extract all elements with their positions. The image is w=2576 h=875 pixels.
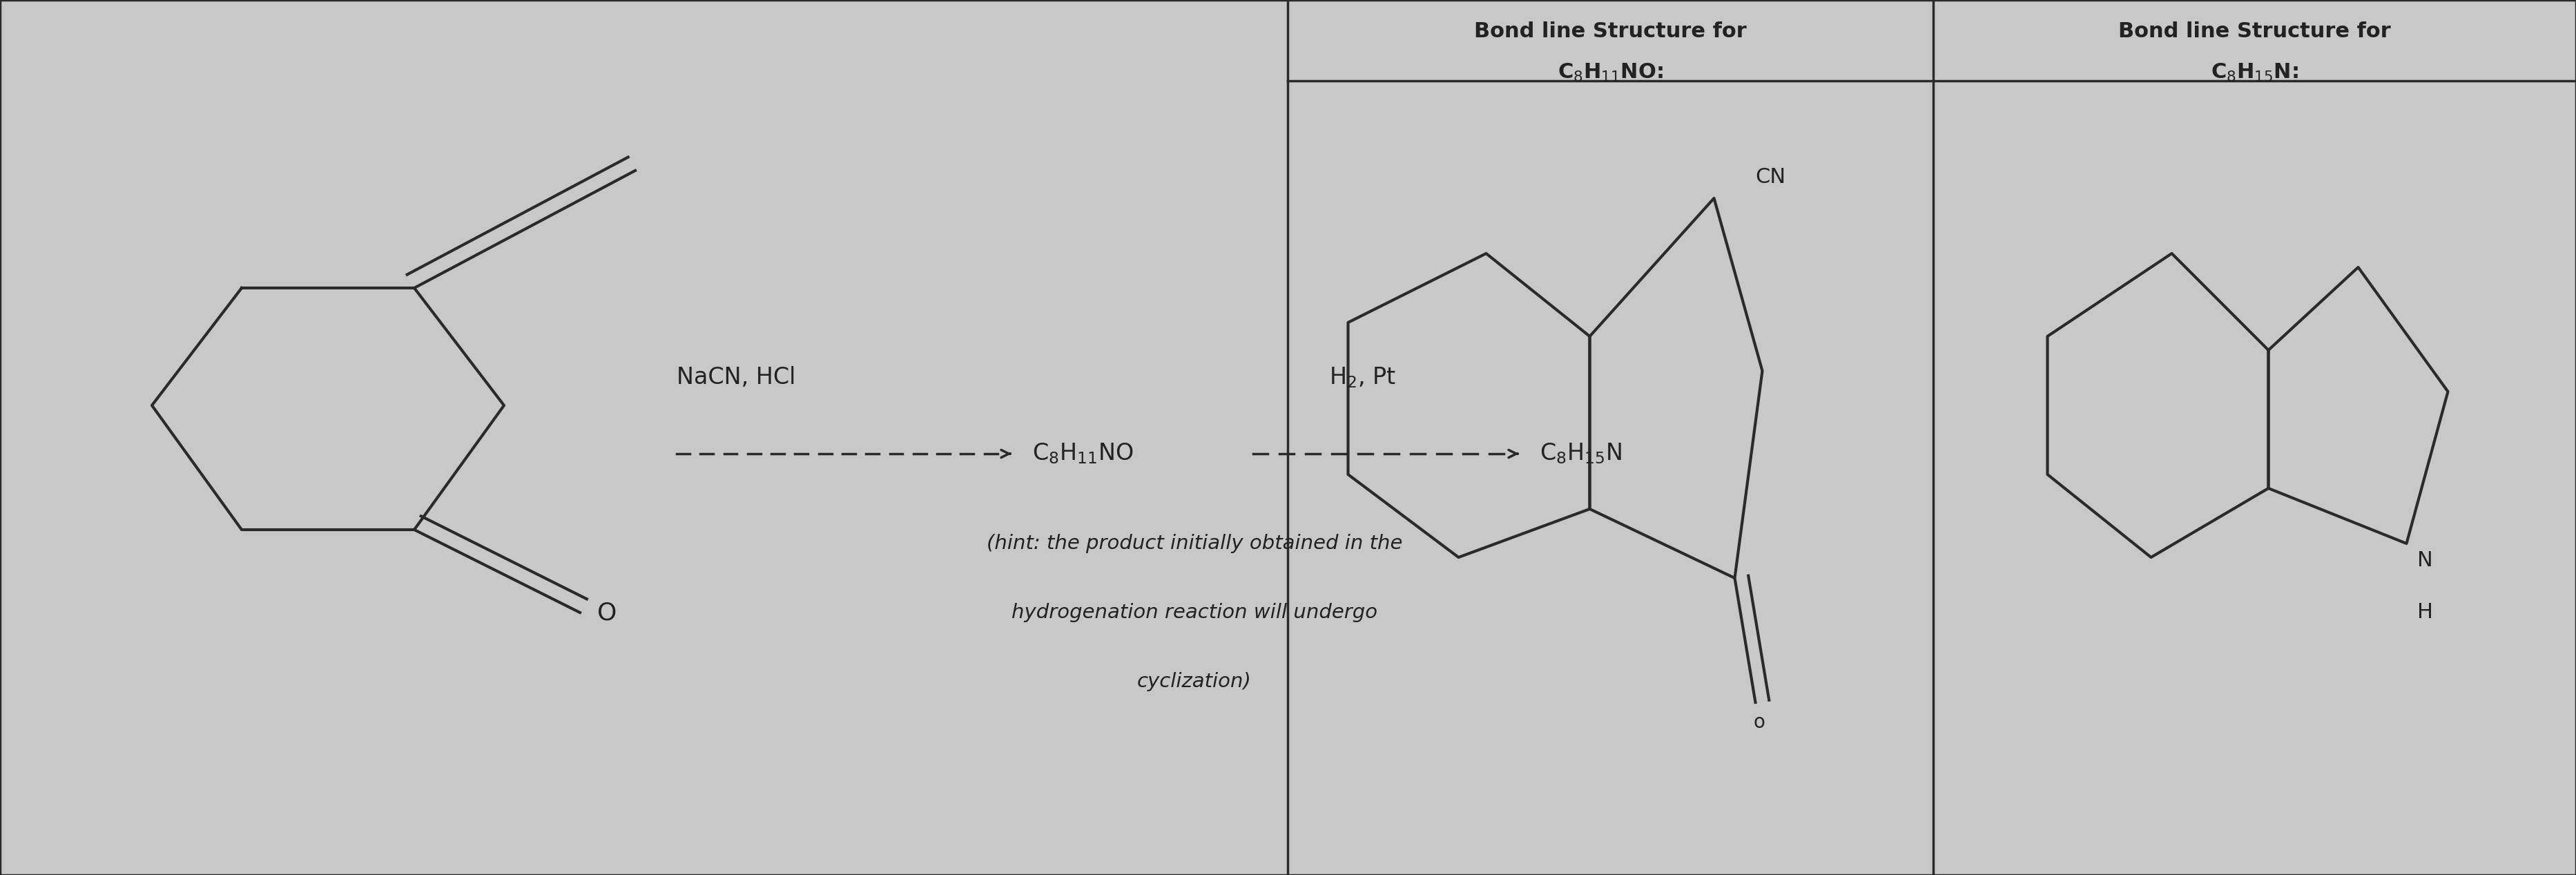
Text: Bond line Structure for: Bond line Structure for [2117,21,2391,41]
Text: N: N [2416,550,2432,570]
Text: Bond line Structure for: Bond line Structure for [1473,21,1747,41]
Text: C$_8$H$_{15}$N:: C$_8$H$_{15}$N: [2210,62,2298,83]
Text: NaCN, HCl: NaCN, HCl [677,367,796,389]
Text: H: H [2416,602,2432,622]
Text: C$_8$H$_{15}$N: C$_8$H$_{15}$N [1540,442,1623,466]
Text: cyclization): cyclization) [1136,672,1252,691]
Text: C$_8$H$_{11}$NO:: C$_8$H$_{11}$NO: [1558,62,1664,83]
Text: C$_8$H$_{11}$NO: C$_8$H$_{11}$NO [1033,442,1133,466]
Text: (hint: the product initially obtained in the: (hint: the product initially obtained in… [987,534,1401,553]
Text: O: O [598,601,616,624]
Text: H$_2$, Pt: H$_2$, Pt [1329,366,1396,389]
Text: hydrogenation reaction will undergo: hydrogenation reaction will undergo [1012,603,1378,622]
Text: CN: CN [1754,167,1785,187]
Text: o: o [1754,713,1765,732]
